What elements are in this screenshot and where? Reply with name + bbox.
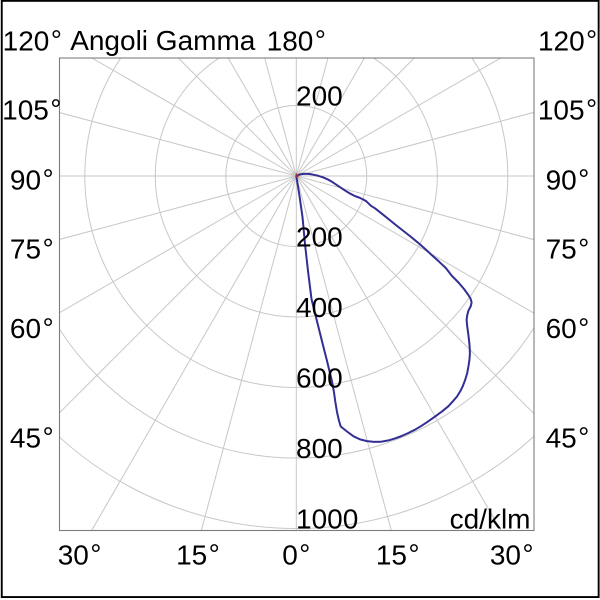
svg-text:45°: 45°: [10, 422, 54, 454]
svg-text:60°: 60°: [10, 312, 54, 344]
svg-text:200: 200: [296, 222, 343, 253]
svg-text:800: 800: [296, 433, 343, 464]
svg-text:15°: 15°: [376, 539, 420, 571]
svg-text:400: 400: [296, 292, 343, 323]
svg-text:200: 200: [296, 81, 343, 112]
svg-text:180°: 180°: [267, 25, 326, 57]
svg-text:105°: 105°: [538, 94, 597, 126]
svg-text:15°: 15°: [176, 539, 220, 571]
svg-text:30°: 30°: [58, 539, 102, 571]
svg-text:30°: 30°: [490, 539, 534, 571]
svg-text:120°: 120°: [538, 25, 597, 57]
svg-text:90°: 90°: [546, 164, 590, 196]
svg-text:90°: 90°: [10, 164, 54, 196]
svg-text:1000: 1000: [296, 504, 358, 535]
svg-text:120°: 120°: [3, 25, 62, 57]
svg-text:cd/klm: cd/klm: [450, 504, 531, 535]
svg-text:75°: 75°: [10, 233, 54, 265]
svg-text:75°: 75°: [546, 233, 590, 265]
svg-text:0°: 0°: [282, 539, 310, 571]
svg-text:45°: 45°: [546, 422, 590, 454]
svg-text:600: 600: [296, 363, 343, 394]
svg-text:105°: 105°: [2, 94, 61, 126]
svg-text:60°: 60°: [546, 312, 590, 344]
svg-text:Angoli Gamma: Angoli Gamma: [70, 25, 256, 56]
